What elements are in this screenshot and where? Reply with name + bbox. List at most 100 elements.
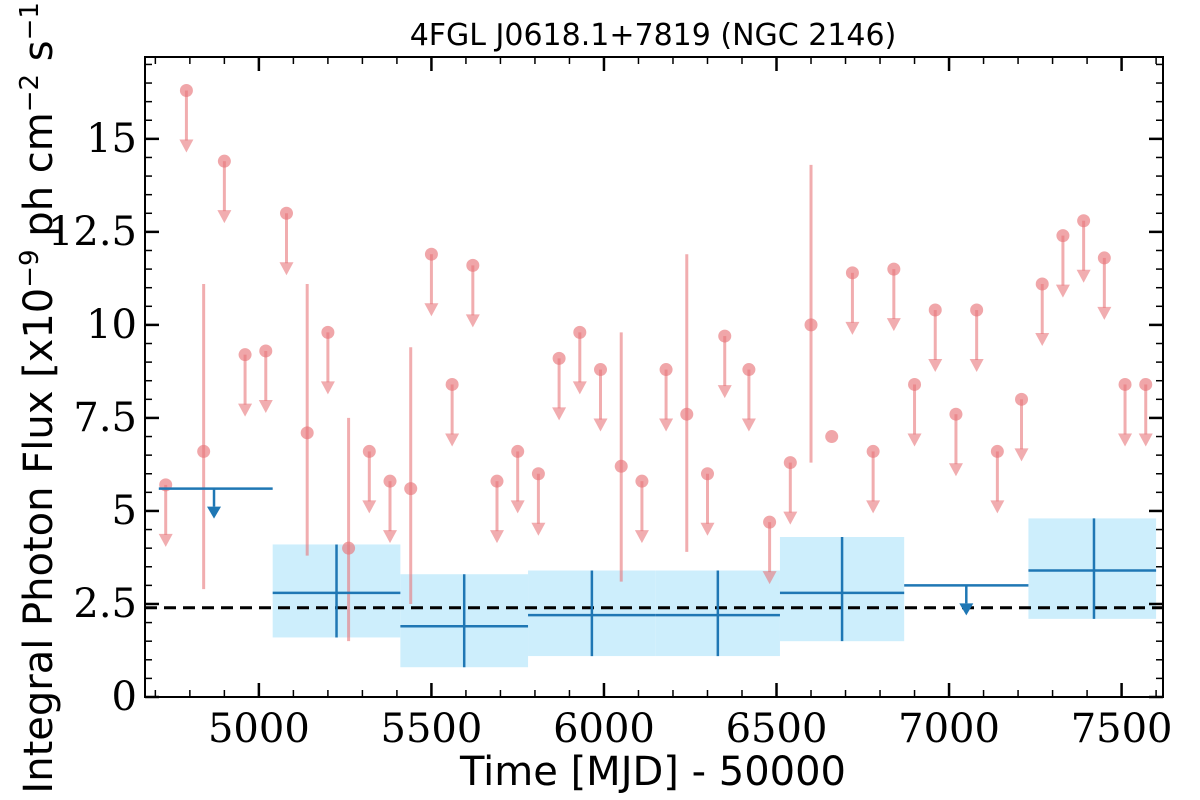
short-bin-upper-limit-point — [635, 474, 649, 488]
chart-title: 4FGL J0618.1+7819 (NGC 2146) — [410, 18, 897, 53]
short-bin-upper-limit-point — [1097, 251, 1111, 265]
short-bin-upper-limit-arrow — [572, 381, 587, 395]
y-tick-label: 7.5 — [73, 395, 137, 441]
short-bin-upper-limit-arrow — [383, 530, 398, 544]
short-bin-upper-limit-point — [887, 262, 901, 276]
short-bin-upper-limit-arrow — [158, 533, 173, 547]
short-bin-upper-limit-arrow — [928, 359, 943, 373]
short-bin-point — [404, 482, 418, 496]
short-bin-upper-limit-point — [466, 258, 480, 272]
short-bin-upper-limit-point — [424, 247, 438, 261]
long-bin-band — [1028, 518, 1157, 619]
short-bin-upper-limit-arrow — [217, 210, 232, 224]
short-bin-upper-limit-arrow — [489, 530, 504, 544]
short-bin-upper-limit-point — [179, 83, 193, 97]
short-bin-upper-limit-arrow — [1055, 284, 1070, 298]
short-bin-upper-limit-arrow — [969, 359, 984, 373]
short-bin-upper-limit-point — [445, 377, 459, 391]
short-bin-upper-limit-point — [1056, 229, 1070, 243]
short-bin-upper-limit-point — [763, 515, 777, 529]
short-bin-upper-limit-point — [949, 407, 963, 421]
short-bin-upper-limit-arrow — [783, 511, 798, 525]
short-bin-upper-limit-arrow — [990, 500, 1005, 514]
short-bin-upper-limit-arrow — [238, 403, 253, 417]
y-tick-label: 0 — [112, 674, 137, 720]
short-bin-upper-limit-arrow — [465, 314, 480, 328]
short-bin-upper-limit-arrow — [1118, 433, 1133, 447]
plot-frame — [144, 56, 1164, 698]
short-bin-upper-limit-point — [990, 444, 1004, 458]
short-bin-upper-limit-arrow — [279, 262, 294, 276]
short-bin-upper-limit-point — [259, 344, 273, 358]
short-bin-upper-limit-point — [594, 363, 608, 377]
short-bin-upper-limit-arrow — [445, 433, 460, 447]
short-bin-upper-limit-arrow — [1014, 448, 1029, 462]
x-tick-label: 5000 — [208, 706, 310, 752]
x-tick-label: 5500 — [381, 706, 483, 752]
short-bin-upper-limit-point — [970, 303, 984, 317]
short-bin-upper-limit-point — [1118, 377, 1132, 391]
short-bin-upper-limit-arrow — [362, 500, 377, 514]
short-bin-upper-limit-arrow — [531, 522, 546, 536]
short-bin-upper-limit-arrow — [179, 139, 194, 153]
x-tick-label: 7000 — [898, 706, 1000, 752]
short-bin-upper-limit-point — [845, 266, 859, 280]
short-bin-upper-limit-arrow — [258, 399, 273, 413]
long-bin-upper-limit-arrow — [207, 506, 222, 519]
short-bin-upper-limit-arrow — [510, 500, 525, 514]
short-bin-point — [300, 426, 314, 440]
short-bin-upper-limit-arrow — [1076, 269, 1091, 283]
short-bin-upper-limit-point — [573, 325, 587, 339]
short-bin-point — [680, 407, 694, 421]
short-bin-upper-limit-arrow — [659, 418, 674, 432]
short-bin-upper-limit-point — [1139, 377, 1153, 391]
short-bin-upper-limit-point — [321, 325, 335, 339]
short-bin-upper-limit-point — [1077, 214, 1091, 228]
short-bin-upper-limit-arrow — [552, 407, 567, 421]
short-bin-upper-limit-arrow — [741, 418, 756, 432]
short-bin-upper-limit-arrow — [634, 530, 649, 544]
short-bin-upper-limit-point — [1035, 277, 1049, 291]
x-axis-label: Time [MJD] - 50000 — [459, 749, 846, 795]
short-bin-upper-limit-point — [700, 467, 714, 481]
short-bin-upper-limit-arrow — [593, 418, 608, 432]
short-bin-upper-limit-arrow — [948, 463, 963, 477]
y-tick-label: 5 — [112, 488, 137, 534]
short-bin-upper-limit-arrow — [1138, 433, 1153, 447]
short-bin-upper-limit-point — [742, 363, 756, 377]
long-bin-upper-limit-arrow — [959, 603, 974, 616]
short-bin-upper-limit-point — [383, 474, 397, 488]
short-bin-upper-limit-point — [238, 348, 252, 362]
y-tick-label: 12.5 — [48, 209, 137, 255]
short-bin-upper-limit-arrow — [320, 381, 335, 395]
y-tick-label: 15 — [86, 116, 137, 162]
short-bin-upper-limit-arrow — [700, 522, 715, 536]
short-bin-upper-limit-arrow — [424, 303, 439, 317]
x-tick-label: 6500 — [726, 706, 828, 752]
short-bin-point — [825, 430, 839, 444]
short-bin-upper-limit-point — [928, 303, 942, 317]
short-bin-upper-limit-arrow — [1035, 332, 1050, 346]
short-bin-point — [342, 541, 356, 555]
short-bin-upper-limit-arrow — [907, 433, 922, 447]
short-bin-upper-limit-point — [718, 329, 732, 343]
short-bin-point — [197, 444, 211, 458]
short-bin-point — [614, 459, 628, 473]
short-bin-upper-limit-point — [659, 363, 673, 377]
x-tick-label: 7500 — [1071, 706, 1173, 752]
short-bin-point — [804, 318, 818, 332]
short-bin-upper-limit-point — [490, 474, 504, 488]
short-bin-upper-limit-point — [279, 206, 293, 220]
short-bin-upper-limit-point — [783, 456, 797, 470]
short-bin-upper-limit-point — [362, 444, 376, 458]
short-bin-upper-limit-point — [1015, 392, 1029, 406]
short-bin-upper-limit-point — [552, 351, 566, 365]
y-tick-label: 10 — [86, 302, 137, 348]
y-axis-label: Integral Photon Flux [x10−9 ph cm−2 s−1] — [15, 0, 62, 794]
short-bin-upper-limit-point — [511, 444, 525, 458]
short-bin-upper-limit-point — [866, 444, 880, 458]
short-bin-upper-limit-point — [908, 377, 922, 391]
x-tick-label: 6000 — [553, 706, 655, 752]
short-bin-upper-limit-arrow — [762, 571, 777, 585]
